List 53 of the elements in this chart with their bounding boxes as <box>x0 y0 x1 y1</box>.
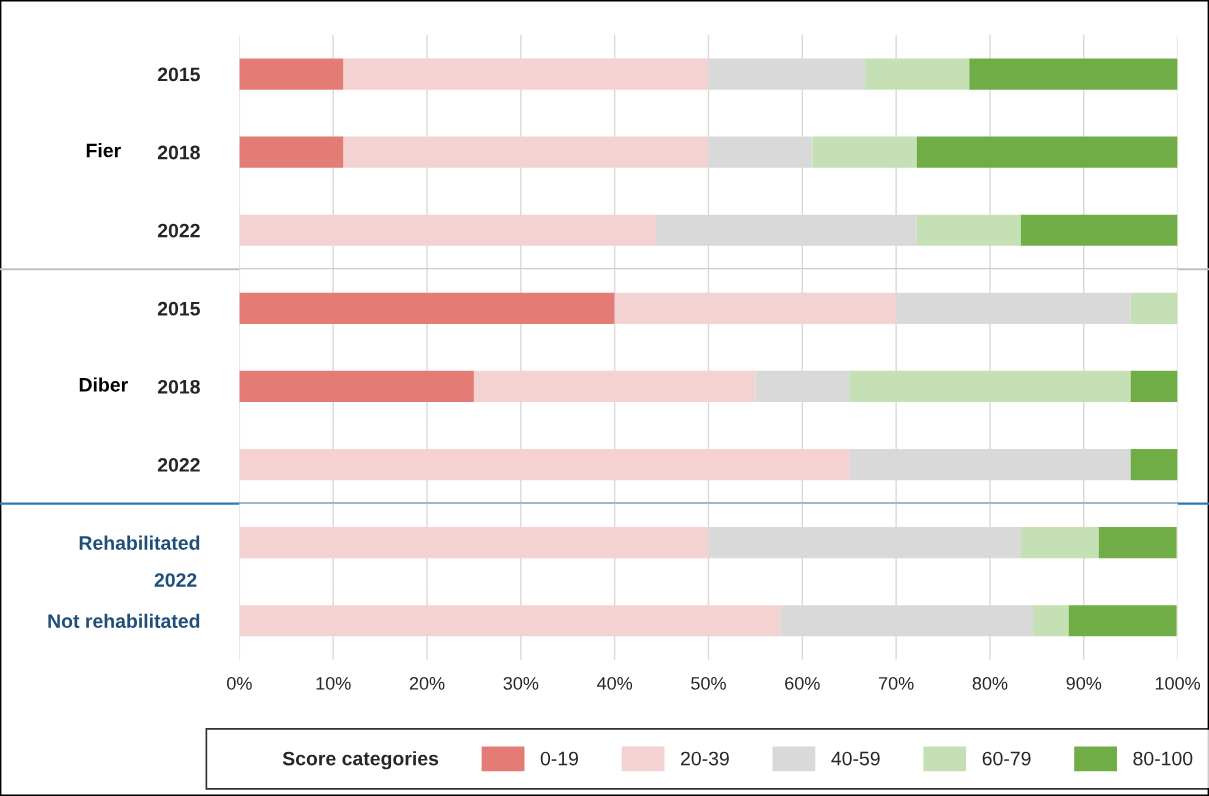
x-tick-label: 90% <box>1066 676 1102 690</box>
bar <box>239 370 474 403</box>
bar <box>1033 605 1069 637</box>
y-tick-label: 2018 <box>157 145 200 160</box>
bar <box>1130 292 1178 324</box>
x-tick-label: 70% <box>878 676 914 690</box>
x-tick-label: 40% <box>597 676 633 690</box>
x-tick-label: 20% <box>409 676 445 690</box>
bar <box>1020 214 1178 246</box>
bar <box>849 370 1131 403</box>
bar <box>812 136 917 168</box>
y-tick-label: 2022 <box>157 458 200 472</box>
bar <box>239 214 656 246</box>
bar <box>343 58 709 90</box>
legend-label: 80-100 <box>1133 751 1193 766</box>
y-tick-label: 2015 <box>157 67 200 82</box>
x-tick-label: 0% <box>227 676 252 690</box>
bar <box>916 136 1178 168</box>
bar <box>343 136 709 168</box>
bar <box>865 58 970 90</box>
y-axis-title: Diber <box>79 377 128 392</box>
x-tick-label: 60% <box>785 676 820 690</box>
y-tick-label: 2022 <box>157 223 200 238</box>
bar <box>916 214 1021 246</box>
y-tick-label: Rehabilitated <box>79 535 200 550</box>
x-tick-label: 80% <box>972 676 1008 690</box>
legend-title: Score categories <box>282 751 439 770</box>
bar <box>239 136 344 168</box>
bar <box>614 292 897 324</box>
bar <box>239 527 709 559</box>
y-tick-label: Not rehabilitated <box>48 613 200 628</box>
x-tick-label: 30% <box>503 676 539 690</box>
bar <box>1098 527 1177 559</box>
bar <box>239 448 850 481</box>
bar <box>1068 605 1177 637</box>
bar <box>239 58 344 90</box>
y-tick-label: 2015 <box>157 301 200 316</box>
bar <box>239 292 615 324</box>
x-tick-label: 10% <box>316 676 351 690</box>
y-axis-title: Fier <box>86 143 121 158</box>
bar <box>969 58 1178 90</box>
x-tick-label: 50% <box>691 676 726 690</box>
y-tick-label: 2018 <box>157 379 200 394</box>
bar <box>239 605 781 637</box>
legend-label: 60-79 <box>982 751 1031 766</box>
bar <box>1130 370 1178 403</box>
bar <box>473 370 756 403</box>
legend-label: 20-39 <box>681 751 729 766</box>
x-tick-label: 100% <box>1155 676 1201 690</box>
bar <box>1020 527 1099 559</box>
legend-label: 40-59 <box>831 751 880 766</box>
bar <box>1130 448 1178 481</box>
legend-label: 0-19 <box>540 751 579 766</box>
